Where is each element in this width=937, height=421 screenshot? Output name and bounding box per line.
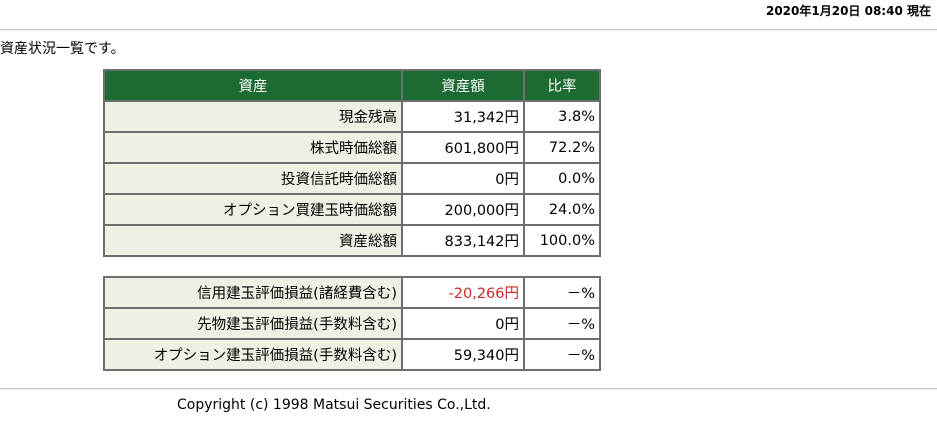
row-label: 資産総額 xyxy=(105,226,401,255)
row-amount: 200,000円 xyxy=(403,195,523,224)
row-amount: 31,342円 xyxy=(403,102,523,131)
column-header-amount: 資産額 xyxy=(403,71,523,100)
top-divider xyxy=(0,29,937,31)
table-row-total-assets: 資産総額 833,142円 100.0% xyxy=(105,226,599,255)
row-amount: -20,266円 xyxy=(403,278,523,307)
bottom-divider xyxy=(0,388,937,390)
table-row-futures-pl: 先物建玉評価損益(手数料含む) 0円 －% xyxy=(105,309,599,338)
row-amount: 0円 xyxy=(403,309,523,338)
table-row-margin-pl: 信用建玉評価損益(諸経費含む) -20,266円 －% xyxy=(105,278,599,307)
table-row-stocks: 株式時価総額 601,800円 72.2% xyxy=(105,133,599,162)
row-ratio: 24.0% xyxy=(525,195,599,224)
row-label: 信用建玉評価損益(諸経費含む) xyxy=(105,278,401,307)
row-amount: 601,800円 xyxy=(403,133,523,162)
table-row-options-long: オプション買建玉時価総額 200,000円 24.0% xyxy=(105,195,599,224)
row-ratio: 100.0% xyxy=(525,226,599,255)
row-label: オプション買建玉時価総額 xyxy=(105,195,401,224)
row-amount: 59,340円 xyxy=(403,340,523,369)
asset-summary-table: 資産 資産額 比率 現金残高 31,342円 3.8% 株式時価総額 601,8… xyxy=(103,69,601,257)
row-ratio: 0.0% xyxy=(525,164,599,193)
row-ratio: 72.2% xyxy=(525,133,599,162)
row-label: 先物建玉評価損益(手数料含む) xyxy=(105,309,401,338)
row-label: 株式時価総額 xyxy=(105,133,401,162)
copyright-text: Copyright (c) 1998 Matsui Securities Co.… xyxy=(177,397,491,413)
row-amount: 0円 xyxy=(403,164,523,193)
valuation-pl-table: 信用建玉評価損益(諸経費含む) -20,266円 －% 先物建玉評価損益(手数料… xyxy=(103,276,601,371)
row-label: 現金残高 xyxy=(105,102,401,131)
intro-text: 資産状況一覧です。 xyxy=(0,41,125,57)
row-ratio: －% xyxy=(525,309,599,338)
row-ratio: －% xyxy=(525,278,599,307)
row-label: オプション建玉評価損益(手数料含む) xyxy=(105,340,401,369)
table-header-row: 資産 資産額 比率 xyxy=(105,71,599,100)
column-header-asset: 資産 xyxy=(105,71,401,100)
row-ratio: －% xyxy=(525,340,599,369)
table-row-funds: 投資信託時価総額 0円 0.0% xyxy=(105,164,599,193)
row-amount: 833,142円 xyxy=(403,226,523,255)
row-label: 投資信託時価総額 xyxy=(105,164,401,193)
column-header-ratio: 比率 xyxy=(525,71,599,100)
table-row-options-pl: オプション建玉評価損益(手数料含む) 59,340円 －% xyxy=(105,340,599,369)
as-of-timestamp: 2020年1月20日 08:40 現在 xyxy=(765,4,931,18)
table-row-cash: 現金残高 31,342円 3.8% xyxy=(105,102,599,131)
row-ratio: 3.8% xyxy=(525,102,599,131)
